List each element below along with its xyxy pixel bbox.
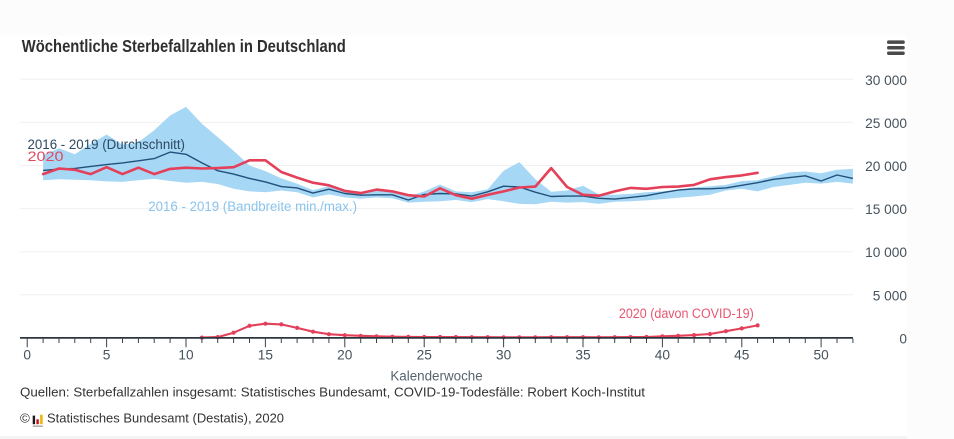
svg-text:25: 25 — [417, 347, 433, 362]
svg-text:45: 45 — [734, 347, 750, 362]
svg-text:25 000: 25 000 — [865, 116, 907, 131]
svg-text:2020 (davon COVID-19): 2020 (davon COVID-19) — [619, 306, 754, 321]
svg-text:5: 5 — [103, 347, 111, 362]
svg-text:©: © — [20, 410, 30, 425]
svg-text:35: 35 — [575, 347, 591, 362]
svg-text:15 000: 15 000 — [865, 202, 907, 217]
svg-text:10 000: 10 000 — [865, 245, 907, 260]
svg-text:10: 10 — [178, 347, 194, 362]
svg-text:0: 0 — [899, 331, 907, 346]
svg-text:40: 40 — [655, 347, 671, 362]
svg-text:30 000: 30 000 — [865, 73, 907, 88]
svg-text:15: 15 — [258, 347, 274, 362]
svg-text:20: 20 — [337, 347, 353, 362]
svg-text:Quellen: Sterbefallzahlen insg: Quellen: Sterbefallzahlen insgesamt: Sta… — [20, 385, 645, 400]
svg-text:5 000: 5 000 — [873, 288, 908, 303]
svg-text:0: 0 — [23, 347, 31, 362]
svg-text:2016 - 2019 (Bandbreite min./m: 2016 - 2019 (Bandbreite min./max.) — [148, 199, 357, 214]
svg-text:Kalenderwoche: Kalenderwoche — [390, 368, 482, 383]
svg-text:30: 30 — [496, 347, 512, 362]
svg-text:2020: 2020 — [28, 149, 64, 164]
svg-text:Statistisches Bundesamt (Desta: Statistisches Bundesamt (Destatis), 2020 — [47, 410, 284, 425]
svg-text:20 000: 20 000 — [865, 159, 907, 174]
svg-text:Wöchentliche Sterbefallzahlen: Wöchentliche Sterbefallzahlen in Deutsch… — [22, 36, 346, 56]
svg-text:50: 50 — [813, 347, 829, 362]
svg-text:2016 - 2019 (Durchschnitt): 2016 - 2019 (Durchschnitt) — [28, 137, 186, 152]
